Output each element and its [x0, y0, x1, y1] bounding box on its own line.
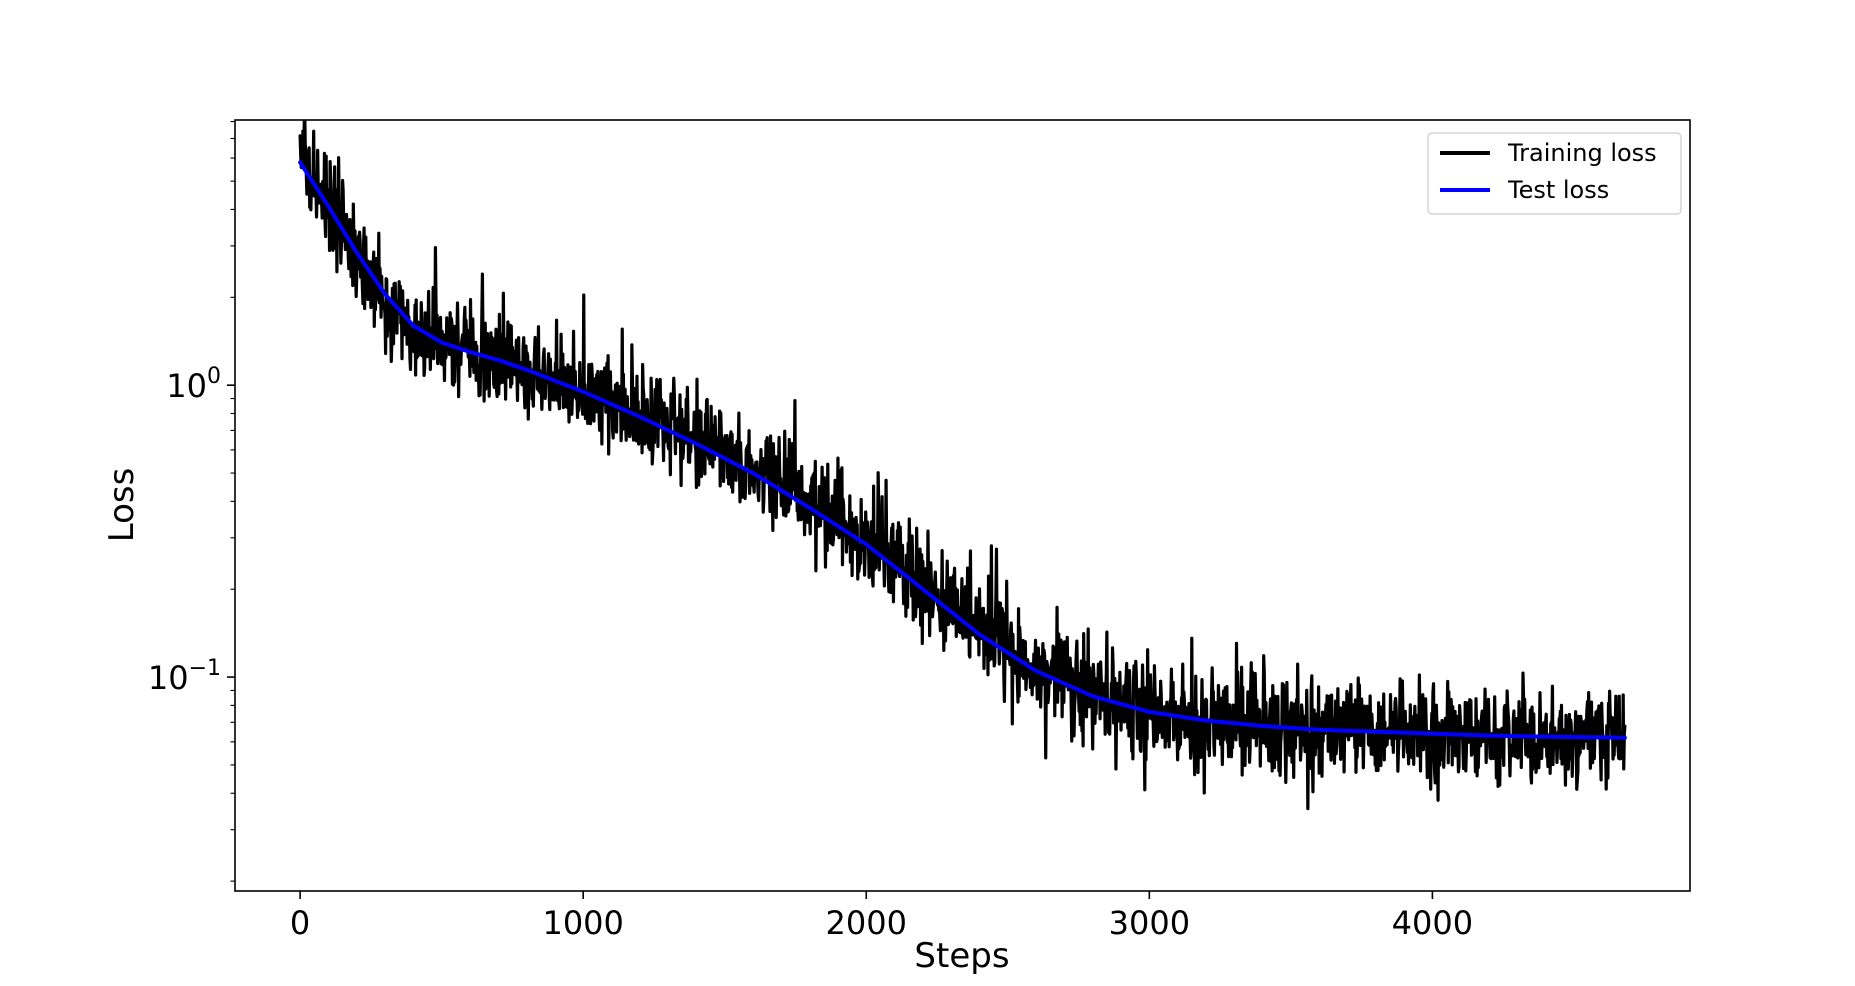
- y-tick-label: 100: [166, 364, 221, 405]
- y-tick-label: 10−1: [148, 656, 221, 697]
- series-layer: [298, 120, 1627, 811]
- x-tick-label: 4000: [1392, 904, 1473, 942]
- legend-label-training-loss: Training loss: [1507, 139, 1657, 167]
- legend-label-test-loss: Test loss: [1507, 176, 1609, 204]
- x-tick-label: 1000: [542, 904, 623, 942]
- x-axis-label: Steps: [914, 936, 1009, 976]
- y-axis-label: Loss: [102, 468, 142, 543]
- legend: Training loss Test loss: [1427, 132, 1682, 215]
- series-line-test-loss: [298, 160, 1627, 740]
- legend-box: [1427, 132, 1682, 215]
- plot-frame: [234, 119, 1691, 892]
- ticks-layer: 0 1000 2000 3000 4000 100 10−1: [148, 121, 1473, 942]
- plot-area: [235, 120, 1690, 891]
- x-tick-label: 3000: [1109, 904, 1190, 942]
- x-tick-label: 0: [290, 904, 310, 942]
- x-tick-label: 2000: [826, 904, 907, 942]
